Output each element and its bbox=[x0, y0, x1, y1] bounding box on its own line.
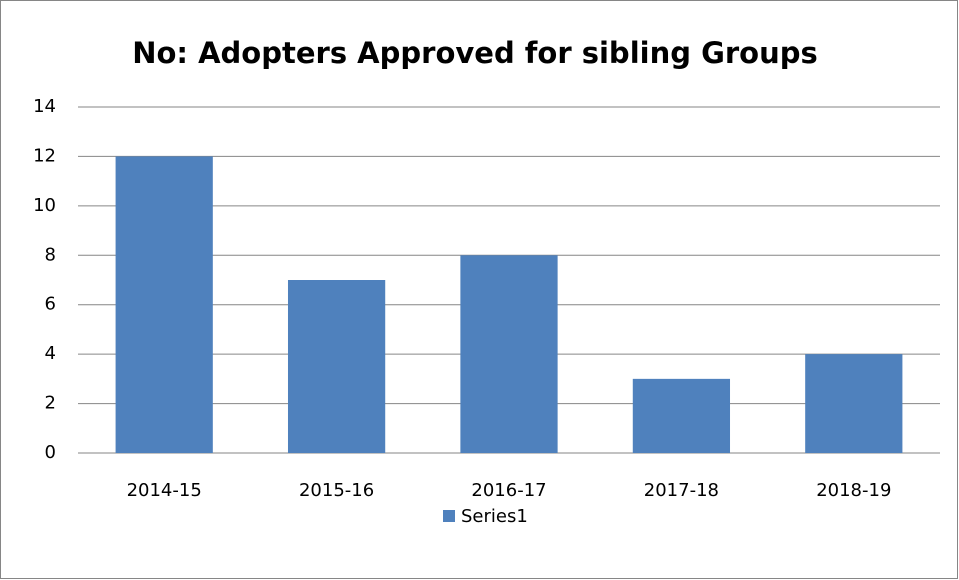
x-tick-label: 2014-15 bbox=[127, 480, 202, 501]
x-tick-label: 2017-18 bbox=[644, 480, 719, 501]
y-tick-label: 2 bbox=[45, 393, 56, 414]
x-tick-label: 2015-16 bbox=[299, 480, 374, 501]
legend-swatch bbox=[443, 510, 455, 522]
bar bbox=[632, 378, 731, 453]
y-tick-label: 12 bbox=[33, 145, 56, 166]
bar bbox=[115, 156, 213, 453]
y-tick-label: 6 bbox=[45, 294, 56, 315]
y-tick-label: 10 bbox=[33, 195, 56, 216]
legend-label: Series1 bbox=[461, 506, 528, 527]
bar bbox=[805, 354, 903, 453]
x-tick-label: 2018-19 bbox=[816, 480, 891, 501]
y-tick-label: 8 bbox=[45, 244, 56, 265]
bar bbox=[287, 280, 386, 453]
x-tick-label: 2016-17 bbox=[471, 480, 546, 501]
bar bbox=[460, 255, 558, 453]
chart-title: No: Adopters Approved for sibling Groups bbox=[132, 36, 818, 70]
y-tick-label: 4 bbox=[45, 343, 56, 364]
y-tick-label: 0 bbox=[45, 442, 56, 463]
y-tick-label: 14 bbox=[33, 96, 56, 117]
